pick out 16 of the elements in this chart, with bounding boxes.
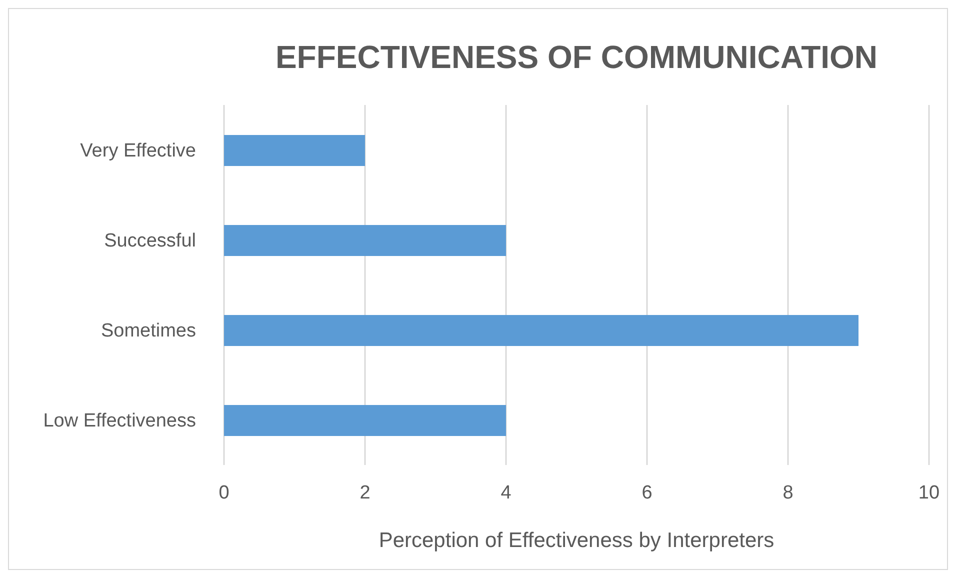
x-tick-label: 4 bbox=[500, 482, 512, 504]
x-tick-label: 8 bbox=[782, 482, 794, 504]
x-axis-title: Perception of Effectiveness by Interpreters bbox=[378, 529, 774, 552]
bar bbox=[224, 135, 365, 166]
y-tick-label: Successful bbox=[104, 230, 196, 252]
bar bbox=[224, 315, 858, 346]
y-tick-label: Low Effectiveness bbox=[43, 410, 196, 432]
bar bbox=[224, 405, 506, 436]
x-tick-label: 6 bbox=[642, 482, 652, 504]
y-tick-label: Very Effective bbox=[80, 140, 196, 162]
bar bbox=[224, 225, 506, 256]
chart-title: EFFECTIVENESS OF COMMUNICATION bbox=[274, 39, 879, 76]
y-tick-label: Sometimes bbox=[100, 320, 196, 342]
x-tick-label: 10 bbox=[918, 482, 940, 504]
x-tick-label: 0 bbox=[218, 482, 230, 504]
x-tick-label: 2 bbox=[360, 482, 370, 504]
